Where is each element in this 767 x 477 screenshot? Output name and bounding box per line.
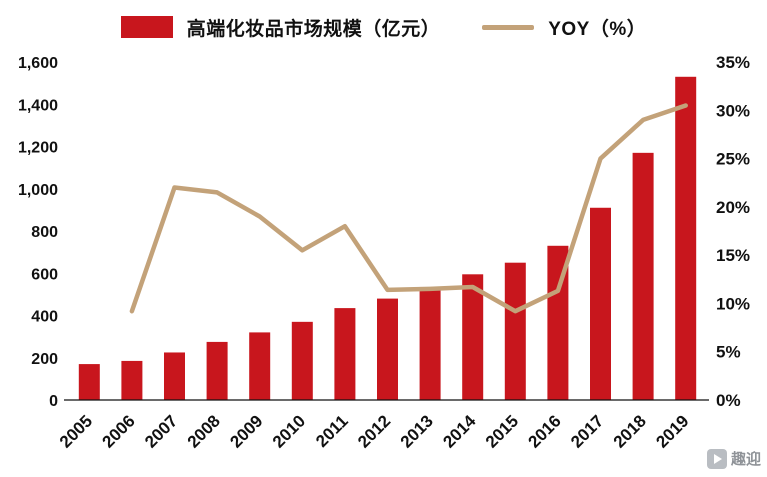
right-axis-tick-0: 0% (716, 391, 741, 410)
x-axis-label-2008: 2008 (184, 411, 224, 451)
right-axis-tick-15: 15% (716, 246, 750, 265)
x-axis-label-2013: 2013 (397, 411, 437, 451)
chart-plot: 0 200 400 600 800 1,000 1,200 1,400 1,600 0% 5% 10%… (18, 53, 750, 452)
bar-2008 (206, 341, 228, 400)
bar-2009 (249, 332, 271, 400)
right-axis-tick-25: 25% (716, 150, 750, 169)
right-axis-tick-10: 10% (716, 294, 750, 313)
bar-2018 (632, 152, 654, 400)
bar-2014 (462, 274, 484, 400)
right-axis-tick-5: 5% (716, 343, 741, 362)
bar-2006 (121, 360, 143, 400)
bar-2019 (675, 76, 697, 400)
left-axis-tick-1200: 1,200 (18, 140, 58, 157)
bar-2011 (334, 308, 356, 400)
line-series-label: YOY（%） (548, 18, 647, 40)
x-axis-label-2011: 2011 (312, 411, 352, 451)
line-series-swatch (482, 24, 535, 30)
x-axis-label-2006: 2006 (99, 411, 139, 451)
left-axis-tick-1000: 1,000 (18, 182, 58, 199)
bar-2010 (291, 321, 313, 400)
x-axis-label-2010: 2010 (269, 411, 309, 451)
right-axis-tick-30: 30% (716, 101, 750, 120)
left-axis-tick-400: 400 (31, 309, 58, 326)
bar-series-label: 高端化妆品市场规模（亿元） (186, 18, 441, 40)
left-axis-tick-1600: 1,600 (18, 55, 58, 72)
watermark-text: 趣迎 (730, 451, 761, 468)
left-axis-tick-200: 200 (31, 351, 58, 368)
chart-legend: 高端化妆品市场规模（亿元） YOY（%） (0, 10, 767, 44)
bar-2016 (547, 245, 569, 400)
right-axis-tick-35: 35% (716, 53, 750, 72)
left-axis-tick-0: 0 (49, 393, 58, 410)
bar-2017 (590, 207, 611, 400)
x-axis-label-2016: 2016 (525, 411, 565, 451)
left-axis-tick-800: 800 (31, 224, 58, 241)
x-axis-label-2019: 2019 (652, 411, 692, 451)
bar-series-swatch (120, 16, 173, 38)
bar-2012 (377, 298, 398, 400)
bar-2015 (504, 262, 526, 400)
left-axis-tick-600: 600 (31, 266, 58, 283)
yoy-line (129, 103, 688, 314)
left-axis-tick-1400: 1,400 (18, 97, 58, 114)
bar-2013 (419, 286, 441, 400)
x-axis-label-2017: 2017 (567, 411, 607, 451)
x-axis-label-2007: 2007 (141, 411, 181, 451)
x-axis-label-2009: 2009 (226, 411, 266, 451)
x-axis-label-2015: 2015 (482, 411, 522, 451)
watermark: 趣迎 (706, 448, 761, 469)
watermark-logo-icon (706, 448, 727, 469)
bar-2005 (78, 364, 100, 400)
x-axis-label-2018: 2018 (610, 411, 650, 451)
x-axis-label-2005: 2005 (56, 411, 96, 451)
x-axis-label-2014: 2014 (439, 411, 480, 452)
bar-2007 (164, 352, 185, 400)
right-axis-tick-20: 20% (716, 198, 750, 217)
x-axis-label-2012: 2012 (354, 411, 394, 451)
